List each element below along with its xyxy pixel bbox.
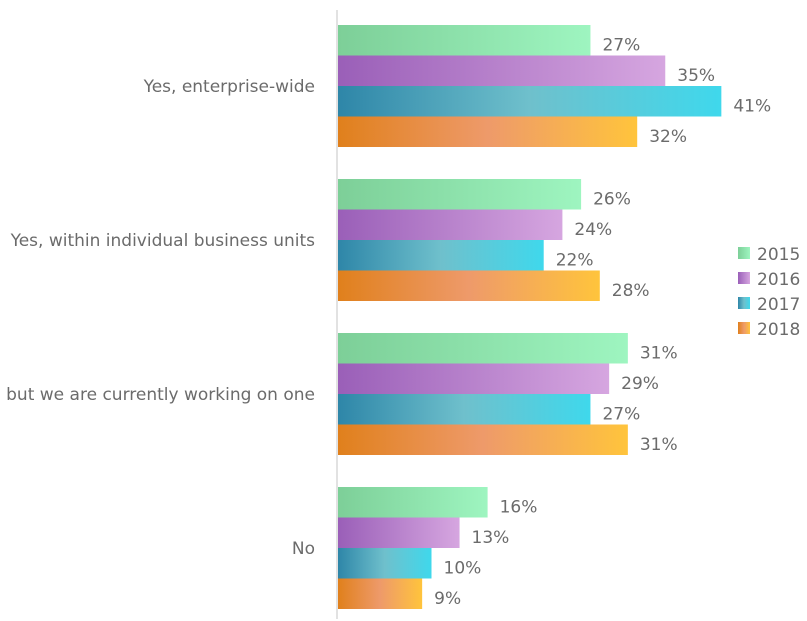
bar-no-but-we-are-currently-working-on-one-2018	[338, 424, 628, 455]
value-label-no-but-we-are-currently-working-on-one-2018: 31%	[640, 435, 678, 455]
legend-label-2018: 2018	[757, 320, 800, 340]
bar-no-but-we-are-currently-working-on-one-2016	[338, 363, 610, 394]
legend-label-2016: 2016	[757, 270, 800, 290]
value-label-yes-enterprise-wide-2015: 27%	[602, 35, 640, 55]
bar-no-2018	[338, 578, 423, 609]
bar-yes-within-individual-business-units-2015	[338, 179, 582, 210]
value-label-yes-enterprise-wide-2017: 41%	[733, 96, 771, 116]
bar-no-but-we-are-currently-working-on-one-2017	[338, 394, 591, 425]
value-label-yes-within-individual-business-units-2016: 24%	[574, 220, 612, 240]
bar-no-2016	[338, 517, 460, 548]
value-label-yes-within-individual-business-units-2015: 26%	[593, 189, 631, 209]
value-label-no-2016: 13%	[472, 528, 510, 548]
category-label-no: No	[292, 539, 315, 559]
value-label-no-2017: 10%	[444, 558, 482, 578]
bar-no-2017	[338, 548, 432, 579]
value-label-yes-enterprise-wide-2018: 32%	[649, 127, 687, 147]
value-label-no-2018: 9%	[434, 589, 461, 609]
category-labels-group: Yes, enterprise-wide Yes, within individu…	[0, 77, 315, 559]
legend-swatch-2015	[738, 247, 750, 259]
value-label-no-but-we-are-currently-working-on-one-2017: 27%	[602, 404, 640, 424]
bar-yes-within-individual-business-units-2017	[338, 240, 544, 271]
value-label-yes-within-individual-business-units-2017: 22%	[556, 250, 594, 270]
legend-label-2015: 2015	[757, 245, 800, 265]
value-label-yes-enterprise-wide-2016: 35%	[677, 66, 715, 86]
bar-yes-enterprise-wide-2016	[338, 55, 666, 86]
bar-no-2015	[338, 487, 488, 518]
bars-group	[338, 25, 722, 609]
value-label-no-2015: 16%	[500, 497, 538, 517]
legend-label-2017: 2017	[757, 295, 800, 315]
bar-yes-within-individual-business-units-2016	[338, 209, 563, 240]
bar-yes-enterprise-wide-2015	[338, 25, 591, 56]
category-label-yes-within-individual-business-units: Yes, within individual business units	[10, 231, 316, 251]
value-label-no-but-we-are-currently-working-on-one-2015: 31%	[640, 343, 678, 363]
bar-yes-enterprise-wide-2018	[338, 116, 638, 147]
bar-no-but-we-are-currently-working-on-one-2015	[338, 333, 628, 364]
value-label-no-but-we-are-currently-working-on-one-2016: 29%	[621, 374, 659, 394]
legend-swatch-2017	[738, 297, 750, 309]
category-label-no-but-we-are-currently-working-on-one: No, but we are currently working on one	[0, 385, 315, 405]
category-label-yes-enterprise-wide: Yes, enterprise-wide	[143, 77, 315, 97]
value-labels-group: 27%35%41%32%26%24%22%28%31%29%27%31%16%1…	[434, 35, 771, 609]
legend-swatch-2016	[738, 272, 750, 284]
value-label-yes-within-individual-business-units-2018: 28%	[612, 281, 650, 301]
bar-yes-enterprise-wide-2017	[338, 86, 722, 117]
legend: 2015 2016 2017 2018	[738, 245, 800, 340]
legend-swatch-2018	[738, 322, 750, 334]
bar-yes-within-individual-business-units-2018	[338, 270, 600, 301]
